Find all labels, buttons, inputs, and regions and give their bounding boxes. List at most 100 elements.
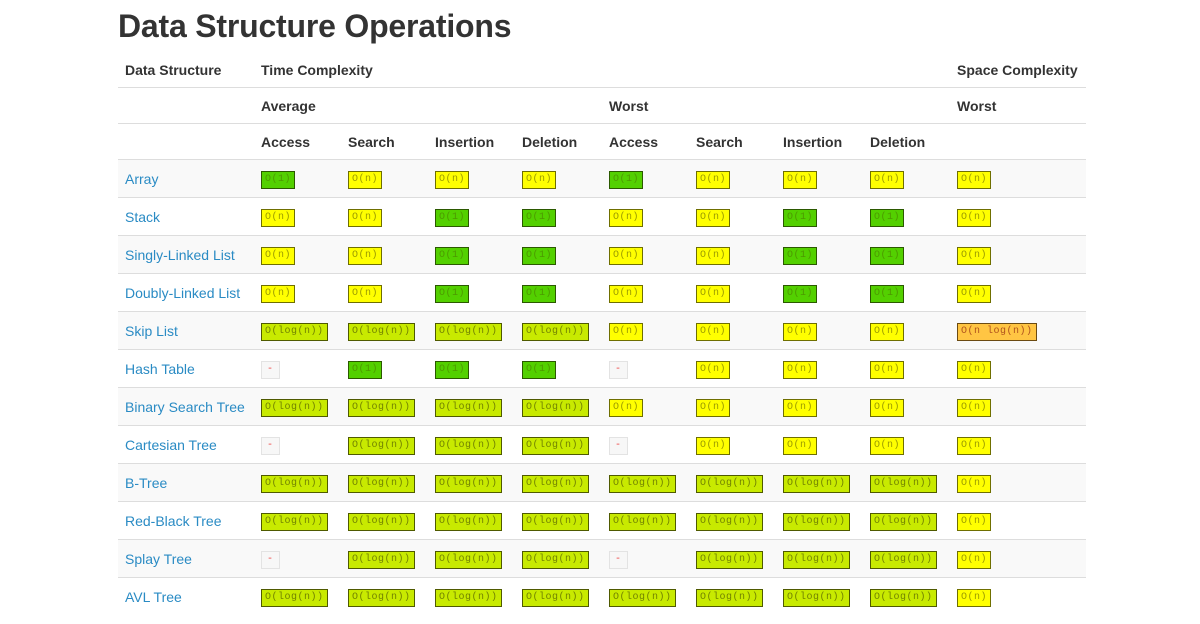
complexity-badge: O(1)	[348, 361, 383, 379]
complexity-badge: O(n)	[870, 171, 905, 189]
data-structure-link[interactable]: Doubly-Linked List	[125, 284, 241, 301]
complexity-badge: O(log(n))	[435, 437, 502, 455]
data-structure-link[interactable]: Red-Black Tree	[125, 512, 222, 529]
complexity-cell: -	[254, 425, 341, 464]
complexity-badge: O(log(n))	[870, 475, 937, 493]
complexity-cell: O(n)	[950, 387, 1087, 426]
header-row-cases: Average Worst Worst	[118, 87, 1087, 124]
complexity-cell: O(n)	[950, 159, 1087, 198]
complexity-badge: O(log(n))	[261, 475, 328, 493]
complexity-badge: O(log(n))	[261, 513, 328, 531]
complexity-cell: O(1)	[515, 273, 602, 312]
complexity-badge: O(1)	[870, 247, 905, 265]
complexity-cell: O(n)	[776, 311, 863, 350]
complexity-badge: O(n)	[696, 247, 731, 265]
complexity-cell: O(n)	[863, 349, 951, 388]
complexity-cell: O(log(n))	[341, 387, 428, 426]
complexity-badge: O(n)	[783, 171, 818, 189]
complexity-badge: O(n)	[870, 323, 905, 341]
table-row: Stack O(n) O(n) O(1) O(1) O(n) O(n) O(1) O(1) O(n…	[118, 197, 1087, 236]
page-title: Data Structure Operations	[118, 8, 512, 44]
complexity-cell: O(log(n))	[602, 501, 689, 540]
complexity-cell: O(log(n))	[689, 501, 776, 540]
complexity-badge: O(log(n))	[522, 437, 589, 455]
complexity-cell: -	[254, 539, 341, 578]
complexity-badge: O(log(n))	[609, 475, 676, 493]
complexity-badge: O(log(n))	[261, 589, 328, 607]
data-structure-link[interactable]: Splay Tree	[125, 550, 192, 567]
table-row: Hash Table - O(1) O(1) O(1) - O(n) O(n) O(n) O(n)	[118, 349, 1087, 388]
complexity-cell: O(log(n))	[689, 463, 776, 502]
complexity-cell: O(log(n))	[341, 463, 428, 502]
complexity-badge: O(1)	[870, 285, 905, 303]
table-row: AVL Tree O(log(n)) O(log(n)) O(log(n)) O(log…	[118, 577, 1087, 615]
complexity-cell: O(n)	[602, 273, 689, 312]
header-worst: Worst	[602, 87, 951, 124]
complexity-cell: O(n)	[689, 311, 776, 350]
complexity-cell: O(n)	[341, 235, 428, 274]
complexity-badge: O(n)	[609, 247, 644, 265]
complexity-badge: O(log(n))	[783, 513, 850, 531]
data-structure-link[interactable]: Binary Search Tree	[125, 398, 245, 415]
complexity-cell: O(1)	[863, 197, 951, 236]
data-structure-cell: Array	[118, 159, 254, 198]
complexity-cell: -	[602, 425, 689, 464]
complexity-cell: O(log(n))	[341, 539, 428, 578]
complexity-cell: O(n)	[950, 577, 1087, 615]
data-structure-cell: Binary Search Tree	[118, 387, 254, 426]
complexity-cell: O(log(n))	[776, 463, 863, 502]
data-structure-link[interactable]: B-Tree	[125, 474, 168, 491]
complexity-cell: O(log(n))	[515, 577, 602, 615]
complexity-cell: O(1)	[776, 197, 863, 236]
complexity-badge: O(log(n))	[348, 437, 415, 455]
complexity-cell: O(n)	[428, 159, 515, 198]
complexity-badge: O(log(n))	[435, 399, 502, 417]
complexity-badge: O(n)	[522, 171, 557, 189]
complexity-cell: O(log(n))	[254, 577, 341, 615]
complexity-cell: O(n)	[689, 159, 776, 198]
table-body: Array O(1) O(n) O(n) O(n) O(1) O(n) O(n) O(n) O(n…	[118, 159, 1087, 615]
complexity-table: Data Structure Time Complexity Space Com…	[118, 52, 1087, 615]
complexity-cell: O(n)	[950, 425, 1087, 464]
complexity-cell: O(log(n))	[341, 311, 428, 350]
complexity-badge: O(n)	[348, 209, 383, 227]
header-row-groups: Data Structure Time Complexity Space Com…	[118, 52, 1087, 88]
complexity-cell: O(n)	[254, 235, 341, 274]
complexity-cell: O(n)	[515, 159, 602, 198]
data-structure-link[interactable]: Singly-Linked List	[125, 246, 235, 263]
complexity-badge: O(n)	[696, 323, 731, 341]
data-structure-link[interactable]: Stack	[125, 208, 161, 225]
complexity-badge: O(log(n))	[435, 551, 502, 569]
header-space-worst: Worst	[950, 87, 1087, 124]
data-structure-link[interactable]: AVL Tree	[125, 588, 182, 605]
complexity-cell: O(n)	[863, 387, 951, 426]
complexity-badge: O(1)	[522, 361, 557, 379]
complexity-badge: O(log(n))	[435, 475, 502, 493]
header-empty	[118, 87, 254, 124]
complexity-badge: O(log(n))	[435, 589, 502, 607]
complexity-cell: O(log(n))	[254, 311, 341, 350]
complexity-cell: -	[602, 349, 689, 388]
complexity-badge: O(n)	[696, 209, 731, 227]
data-structure-cell: Skip List	[118, 311, 254, 350]
complexity-badge: O(n)	[696, 285, 731, 303]
complexity-cell: O(1)	[863, 273, 951, 312]
complexity-cell: O(n)	[950, 197, 1087, 236]
data-structure-link[interactable]: Hash Table	[125, 360, 195, 377]
data-structure-link[interactable]: Skip List	[125, 322, 178, 339]
complexity-cell: O(log(n))	[428, 501, 515, 540]
complexity-cell: O(log(n))	[428, 463, 515, 502]
complexity-badge: O(n)	[348, 247, 383, 265]
data-structure-cell: Red-Black Tree	[118, 501, 254, 540]
complexity-badge: O(1)	[609, 171, 644, 189]
data-structure-link[interactable]: Array	[125, 170, 159, 187]
data-structure-cell: Hash Table	[118, 349, 254, 388]
complexity-cell: O(n)	[863, 159, 951, 198]
complexity-cell: O(log(n))	[515, 387, 602, 426]
data-structure-cell: Cartesian Tree	[118, 425, 254, 464]
complexity-cell: O(log(n))	[515, 501, 602, 540]
complexity-badge: O(n)	[261, 247, 296, 265]
complexity-badge: O(1)	[870, 209, 905, 227]
data-structure-link[interactable]: Cartesian Tree	[125, 436, 217, 453]
complexity-badge: O(log(n))	[435, 323, 502, 341]
